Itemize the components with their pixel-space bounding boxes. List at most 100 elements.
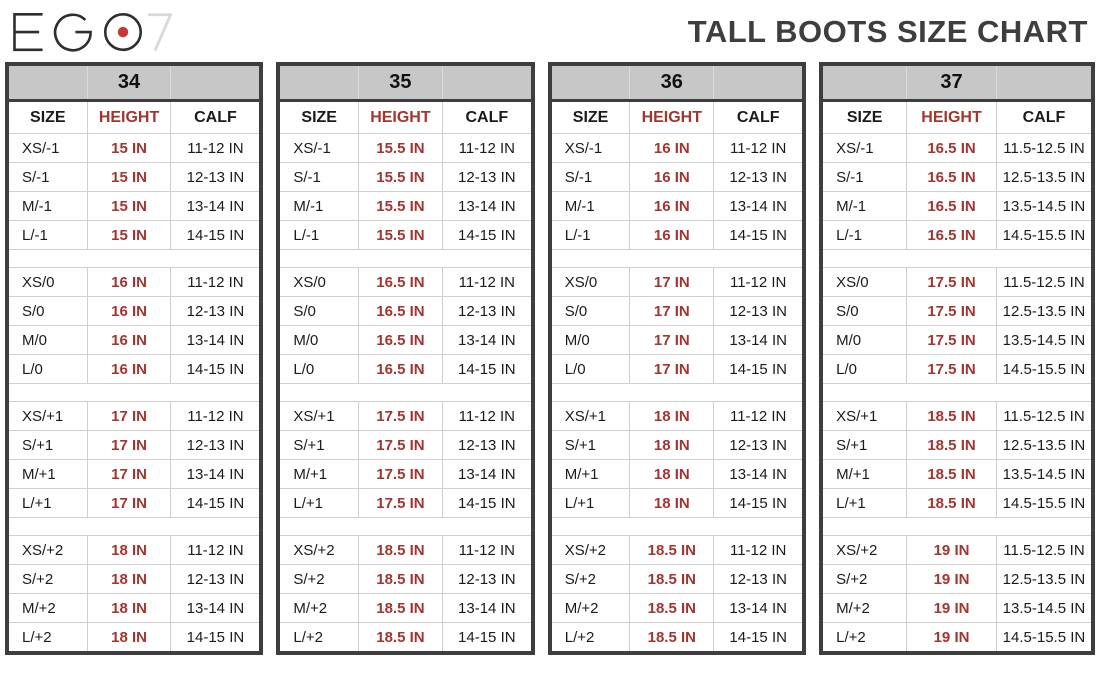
size-cell: S/+1: [22, 436, 54, 454]
table-row: XS/+1 17.5 IN 11-12 IN: [280, 401, 531, 430]
calf-cell: 12-13 IN: [441, 565, 531, 593]
size-cell: XS/0: [564, 273, 598, 291]
table-row: M/+1 17 IN 13-14 IN: [9, 459, 260, 488]
column-header-size: SIZE: [846, 108, 883, 126]
table-row: S/+1 17.5 IN 12-13 IN: [280, 430, 531, 459]
size-cell: XS/0: [22, 273, 55, 291]
size-cell: L/0: [22, 360, 43, 378]
height-cell: 16.5 IN: [906, 192, 996, 220]
size-cell: S/0: [836, 302, 859, 320]
height-cell: 18.5 IN: [357, 594, 442, 622]
height-cell: 17 IN: [86, 402, 171, 430]
size-cell: XS/0: [293, 273, 326, 291]
calf-cell: 14-15 IN: [441, 489, 531, 517]
height-cell: 18.5 IN: [906, 431, 996, 459]
size-cell: XS/-1: [836, 139, 874, 157]
table-row: S/-1 16.5 IN 12.5-13.5 IN: [823, 162, 1092, 191]
height-cell: 16 IN: [86, 326, 171, 354]
table-body: SIZE HEIGHT CALF XS/-1 15 IN 11-12 IN S/-1 15 I…: [9, 102, 260, 651]
height-cell: 17 IN: [629, 268, 713, 296]
height-cell: 16.5 IN: [906, 134, 996, 162]
page-header: TALL BOOTS SIZE CHART: [0, 0, 1100, 58]
table-row: M/-1 15 IN 13-14 IN: [9, 191, 260, 220]
table-row: L/0 17 IN 14-15 IN: [551, 354, 803, 383]
table-row: S/+2 18.5 IN 12-13 IN: [551, 564, 803, 593]
calf-cell: 13-14 IN: [441, 192, 531, 220]
size-cell: S/+2: [564, 570, 597, 588]
ego7-logo-icon: [13, 12, 173, 52]
size-cell: M/+1: [564, 465, 599, 483]
calf-cell: 11-12 IN: [441, 402, 531, 430]
table-size-header: 34: [9, 66, 260, 102]
size-cell: M/+2: [22, 599, 56, 617]
calf-cell: 13.5-14.5 IN: [995, 460, 1091, 488]
height-cell: 18.5 IN: [357, 623, 442, 651]
size-cell: S/+1: [293, 436, 325, 454]
size-cell: M/0: [836, 331, 862, 349]
column-header-calf: CALF: [713, 102, 802, 133]
size-cell: M/0: [293, 331, 319, 349]
table-row: S/+1 18 IN 12-13 IN: [551, 430, 803, 459]
column-header-row: SIZE HEIGHT CALF: [823, 102, 1091, 133]
table-size-label: 35: [357, 66, 442, 99]
height-cell: 17.5 IN: [906, 297, 996, 325]
calf-cell: 11-12 IN: [713, 536, 802, 564]
group-spacer: [823, 383, 1092, 401]
size-cell: M/+2: [836, 599, 870, 617]
calf-cell: 13.5-14.5 IN: [995, 192, 1091, 220]
table-row: M/+1 18.5 IN 13.5-14.5 IN: [823, 459, 1092, 488]
table-row: L/+2 19 IN 14.5-15.5 IN: [823, 622, 1092, 651]
table-row: M/-1 15.5 IN 13-14 IN: [280, 191, 531, 220]
calf-cell: 14.5-15.5 IN: [995, 489, 1091, 517]
calf-cell: 12-13 IN: [441, 431, 531, 459]
height-cell: 18 IN: [629, 402, 713, 430]
calf-cell: 11-12 IN: [170, 134, 259, 162]
table-row: M/0 16.5 IN 13-14 IN: [280, 325, 531, 354]
calf-cell: 13-14 IN: [713, 192, 802, 220]
height-cell: 15.5 IN: [357, 134, 442, 162]
height-cell: 16 IN: [86, 355, 171, 383]
calf-cell: 14-15 IN: [170, 489, 259, 517]
size-cell: M/+2: [564, 599, 599, 617]
size-cell: S/+1: [836, 436, 868, 454]
table-row: L/0 17.5 IN 14.5-15.5 IN: [823, 354, 1092, 383]
size-cell: XS/+2: [293, 541, 335, 559]
height-cell: 18 IN: [629, 431, 713, 459]
height-cell: 19 IN: [906, 623, 996, 651]
column-header-height: HEIGHT: [629, 102, 713, 133]
group-spacer: [280, 249, 531, 267]
size-cell: S/0: [22, 302, 45, 320]
calf-cell: 14-15 IN: [170, 221, 259, 249]
height-cell: 15.5 IN: [357, 221, 442, 249]
group-spacer: [551, 249, 803, 267]
size-cell: M/0: [22, 331, 48, 349]
table-row: L/-1 16 IN 14-15 IN: [551, 220, 803, 249]
calf-cell: 14.5-15.5 IN: [995, 355, 1091, 383]
table-row: XS/+1 18.5 IN 11.5-12.5 IN: [823, 401, 1092, 430]
calf-cell: 11-12 IN: [441, 536, 531, 564]
height-cell: 15.5 IN: [357, 163, 442, 191]
height-cell: 18 IN: [86, 536, 171, 564]
calf-cell: 13-14 IN: [713, 594, 802, 622]
calf-cell: 12-13 IN: [170, 431, 259, 459]
height-cell: 16.5 IN: [906, 221, 996, 249]
table-row: L/+2 18.5 IN 14-15 IN: [551, 622, 803, 651]
size-cell: L/0: [564, 360, 586, 378]
table-row: L/0 16.5 IN 14-15 IN: [280, 354, 531, 383]
calf-cell: 14-15 IN: [170, 623, 259, 651]
group-spacer: [551, 517, 803, 535]
calf-cell: 13-14 IN: [170, 192, 259, 220]
height-cell: 17 IN: [86, 431, 171, 459]
calf-cell: 14.5-15.5 IN: [995, 221, 1091, 249]
table-row: XS/+2 19 IN 11.5-12.5 IN: [823, 535, 1092, 564]
size-table-37: 37 SIZE HEIGHT CALF XS/-1 16.5 IN 11.5-12.5 IN…: [819, 62, 1096, 655]
height-cell: 16.5 IN: [906, 163, 996, 191]
height-cell: 16.5 IN: [357, 355, 442, 383]
height-cell: 16 IN: [629, 221, 713, 249]
calf-cell: 11-12 IN: [170, 268, 259, 296]
table-row: XS/-1 16 IN 11-12 IN: [551, 133, 803, 162]
height-cell: 18.5 IN: [629, 536, 713, 564]
size-cell: XS/-1: [564, 139, 603, 157]
table-row: S/0 17.5 IN 12.5-13.5 IN: [823, 296, 1092, 325]
table-row: XS/-1 16.5 IN 11.5-12.5 IN: [823, 133, 1092, 162]
